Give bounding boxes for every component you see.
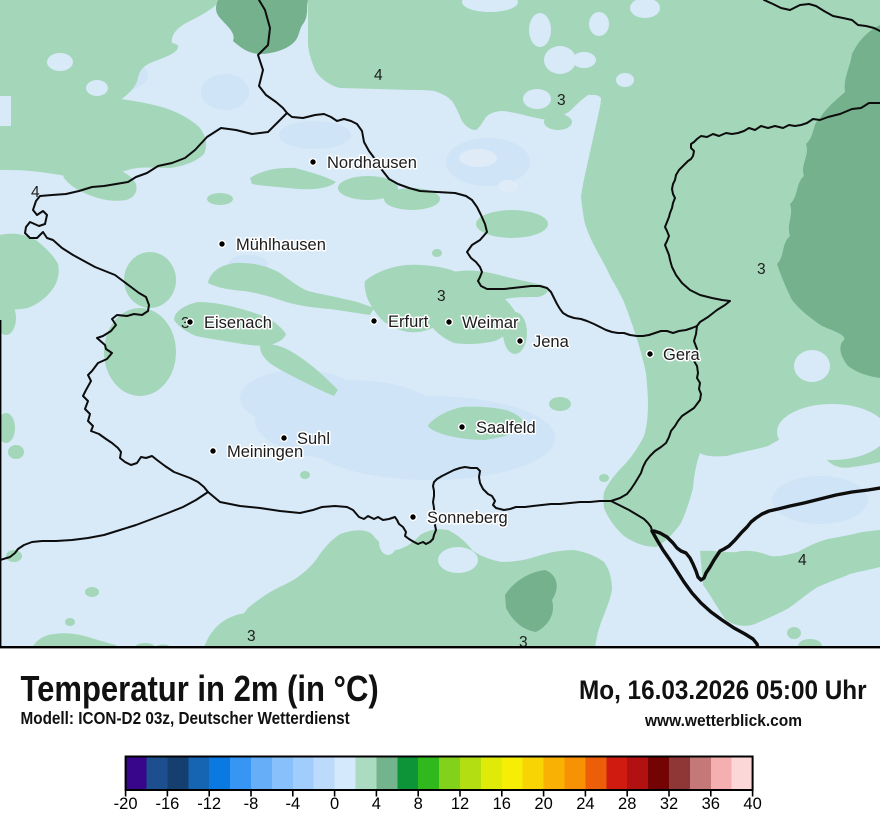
svg-text:-12: -12 [197, 795, 221, 813]
svg-text:Gera: Gera [663, 346, 701, 364]
svg-text:Nordhausen: Nordhausen [327, 154, 417, 172]
svg-text:4: 4 [798, 552, 807, 569]
svg-text:16: 16 [493, 795, 511, 813]
svg-text:-20: -20 [114, 795, 138, 813]
svg-text:Jena: Jena [533, 333, 570, 351]
svg-text:www.wetterblick.com: www.wetterblick.com [644, 713, 802, 731]
svg-text:3: 3 [247, 628, 256, 645]
svg-text:Mo, 16.03.2026 05:00 Uhr: Mo, 16.03.2026 05:00 Uhr [579, 676, 867, 705]
svg-text:20: 20 [534, 795, 552, 813]
svg-text:Modell: ICON-D2 03z, Deutscher: Modell: ICON-D2 03z, Deutscher Wetterdie… [21, 708, 351, 728]
svg-text:Eisenach: Eisenach [204, 314, 272, 332]
svg-text:4: 4 [372, 795, 381, 813]
svg-text:Weimar: Weimar [462, 314, 519, 332]
svg-text:28: 28 [618, 795, 636, 813]
svg-text:Erfurt: Erfurt [388, 313, 429, 331]
svg-text:3: 3 [757, 261, 766, 278]
svg-text:3: 3 [437, 288, 446, 305]
svg-text:Temperatur in 2m (in °C): Temperatur in 2m (in °C) [21, 669, 379, 710]
svg-text:-16: -16 [155, 795, 179, 813]
svg-text:-8: -8 [244, 795, 259, 813]
svg-text:-4: -4 [285, 795, 300, 813]
svg-text:3: 3 [557, 92, 566, 109]
svg-text:4: 4 [31, 184, 40, 201]
svg-text:Meiningen: Meiningen [227, 443, 303, 461]
svg-text:40: 40 [743, 795, 761, 813]
svg-text:36: 36 [702, 795, 720, 813]
svg-text:Suhl: Suhl [297, 430, 330, 448]
svg-text:3: 3 [181, 315, 190, 332]
svg-text:24: 24 [576, 795, 594, 813]
svg-text:Mühlhausen: Mühlhausen [236, 236, 326, 254]
svg-text:Saalfeld: Saalfeld [476, 419, 536, 437]
svg-text:3: 3 [519, 634, 528, 651]
svg-text:0: 0 [330, 795, 339, 813]
svg-text:8: 8 [414, 795, 423, 813]
svg-text:32: 32 [660, 795, 678, 813]
svg-text:Sonneberg: Sonneberg [427, 509, 508, 527]
svg-text:4: 4 [374, 67, 383, 84]
svg-text:12: 12 [451, 795, 469, 813]
